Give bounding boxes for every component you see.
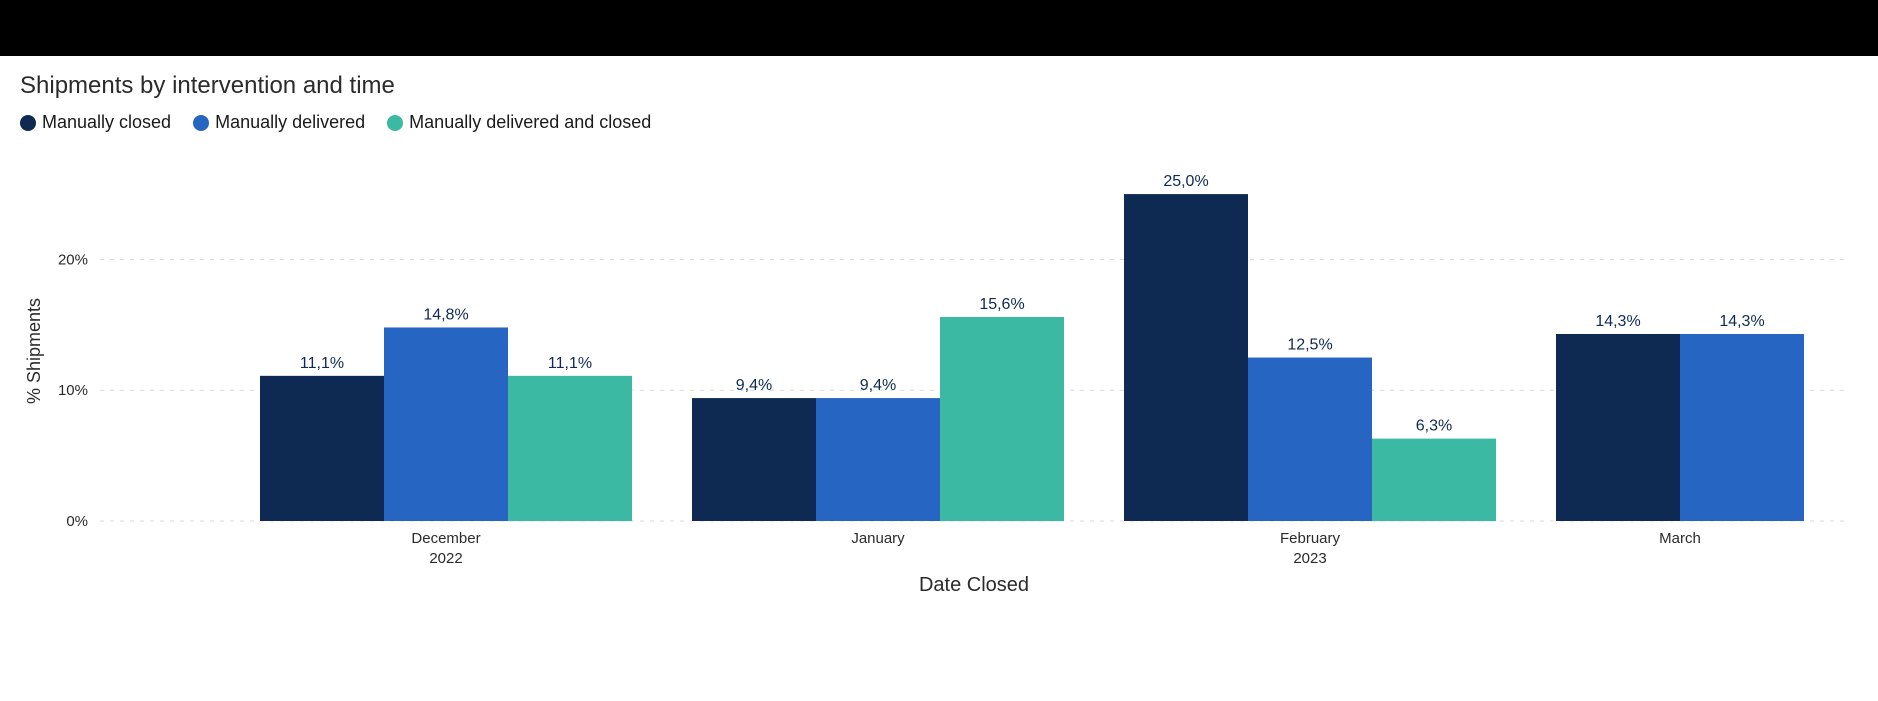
y-tick-label: 10%: [58, 382, 88, 399]
chart-title: Shipments by intervention and time: [20, 72, 1858, 100]
bar[interactable]: [1556, 334, 1680, 521]
chart-svg: 0% 10% 20% % Shipments 11,1% 14,8% 11,1% Decemb…: [20, 151, 1858, 601]
legend-item-manually-delivered[interactable]: Manually delivered: [193, 112, 365, 133]
legend-label: Manually delivered: [215, 112, 365, 133]
x-tick-month: December: [411, 530, 480, 547]
bar[interactable]: [1248, 358, 1372, 521]
chart-stage: 0% 10% 20% % Shipments 11,1% 14,8% 11,1% Decemb…: [20, 151, 1858, 601]
chart-container: Shipments by intervention and time Manua…: [0, 56, 1878, 621]
legend-label: Manually delivered and closed: [409, 112, 651, 133]
bar[interactable]: [1680, 334, 1804, 521]
legend-swatch-icon: [387, 115, 403, 131]
bar-value-label: 14,8%: [423, 306, 468, 323]
bar[interactable]: [692, 398, 816, 521]
bar-value-label: 15,6%: [979, 296, 1024, 313]
y-tick-label: 20%: [58, 251, 88, 268]
legend-swatch-icon: [193, 115, 209, 131]
legend-label: Manually closed: [42, 112, 171, 133]
legend-swatch-icon: [20, 115, 36, 131]
bar-value-label: 25,0%: [1163, 173, 1208, 190]
legend-item-manually-closed[interactable]: Manually closed: [20, 112, 171, 133]
bar[interactable]: [384, 327, 508, 521]
bar[interactable]: [1372, 439, 1496, 521]
x-tick-month: February: [1280, 530, 1341, 547]
bar[interactable]: [816, 398, 940, 521]
bar-value-label: 9,4%: [860, 377, 896, 394]
x-tick-year: 2023: [1293, 550, 1326, 567]
bar-value-label: 14,3%: [1719, 313, 1764, 330]
bar[interactable]: [1124, 194, 1248, 521]
legend-item-manually-delivered-and-closed[interactable]: Manually delivered and closed: [387, 112, 651, 133]
x-axis-title: Date Closed: [919, 574, 1029, 596]
bar-value-label: 11,1%: [300, 355, 344, 372]
y-axis-title: % Shipments: [24, 298, 44, 404]
x-tick-month: March: [1659, 530, 1701, 547]
bar-value-label: 11,1%: [548, 355, 592, 372]
legend: Manually closed Manually delivered Manua…: [20, 112, 1858, 133]
x-tick-month: January: [851, 530, 905, 547]
x-tick-year: 2022: [429, 550, 462, 567]
bar[interactable]: [508, 376, 632, 521]
bar-value-label: 9,4%: [736, 377, 772, 394]
y-tick-label: 0%: [66, 513, 88, 530]
top-bar: [0, 0, 1878, 56]
bar-value-label: 14,3%: [1595, 313, 1640, 330]
bar-value-label: 12,5%: [1287, 337, 1332, 354]
bar[interactable]: [940, 317, 1064, 521]
bar-value-label: 6,3%: [1416, 418, 1452, 435]
bar[interactable]: [260, 376, 384, 521]
